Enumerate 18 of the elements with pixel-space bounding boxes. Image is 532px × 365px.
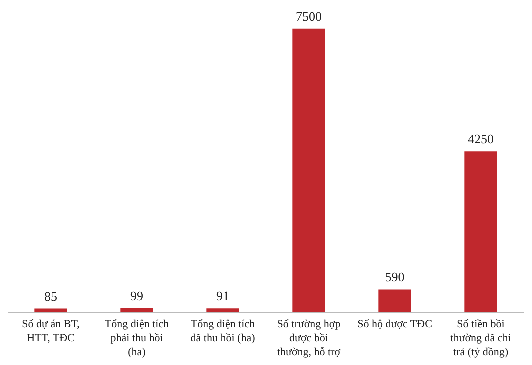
bar bbox=[292, 28, 326, 312]
bar bbox=[378, 290, 412, 312]
data-label: 7500 bbox=[296, 8, 322, 24]
x-tick-label: Số trường hợp được bồi thường, hỗ trợ bbox=[277, 318, 342, 358]
bar bbox=[464, 152, 498, 312]
x-tick-label: Tổng diện tích đã thu hồi (ha) bbox=[190, 318, 256, 344]
bar bbox=[120, 308, 154, 312]
x-tick-label: Số tiền bồi thường đã chi trả (tỷ đồng) bbox=[450, 318, 512, 358]
x-tick-label: Số dự án BT, HTT, TĐC bbox=[22, 318, 80, 344]
data-label: 91 bbox=[216, 288, 230, 304]
data-label: 590 bbox=[385, 270, 405, 285]
x-tick-label: Tổng diện tích phải thu hồi (ha) bbox=[104, 318, 170, 358]
data-label: 85 bbox=[44, 288, 58, 304]
data-label: 99 bbox=[130, 288, 144, 304]
x-tick-label: Số hộ được TĐC bbox=[358, 318, 432, 330]
bar bbox=[34, 308, 68, 312]
data-label: 4250 bbox=[468, 132, 494, 147]
bar bbox=[206, 308, 240, 312]
